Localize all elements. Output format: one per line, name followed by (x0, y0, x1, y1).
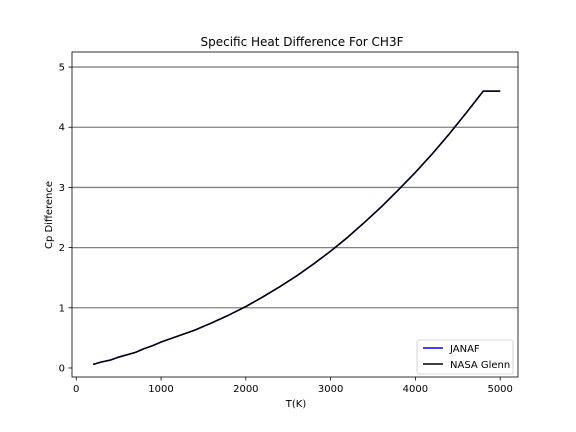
series-line-nasa-glenn (92, 90, 501, 366)
legend-label-nasa-glenn: NASA Glenn (450, 360, 510, 371)
x-tick-label: 0 (73, 384, 79, 395)
y-tick-label: 1 (59, 303, 65, 314)
y-axis-ticks: 0 1 2 3 4 5 (59, 63, 72, 374)
y-tick-label: 5 (59, 63, 65, 74)
grid-lines (72, 66, 518, 309)
y-tick-label: 0 (59, 363, 65, 374)
y-tick-label: 2 (59, 243, 65, 254)
plot-frame (71, 51, 519, 378)
y-tick-label: 3 (59, 183, 65, 194)
x-tick-label: 2000 (233, 384, 258, 395)
x-tick-label: 3000 (318, 384, 343, 395)
chart-title: Specific Heat Difference For CH3F (201, 35, 404, 49)
series-lines (92, 90, 501, 366)
legend: JANAF NASA Glenn (416, 339, 514, 375)
legend-label-janaf: JANAF (449, 344, 480, 355)
x-tick-label: 1000 (148, 384, 173, 395)
x-axis-label: T(K) (285, 399, 307, 410)
x-tick-label: 4000 (403, 384, 428, 395)
y-axis-label: Cp Difference (44, 181, 55, 249)
x-tick-label: 5000 (487, 384, 512, 395)
x-axis-ticks: 0 1000 2000 3000 4000 5000 (73, 377, 513, 395)
y-tick-label: 4 (59, 123, 65, 134)
